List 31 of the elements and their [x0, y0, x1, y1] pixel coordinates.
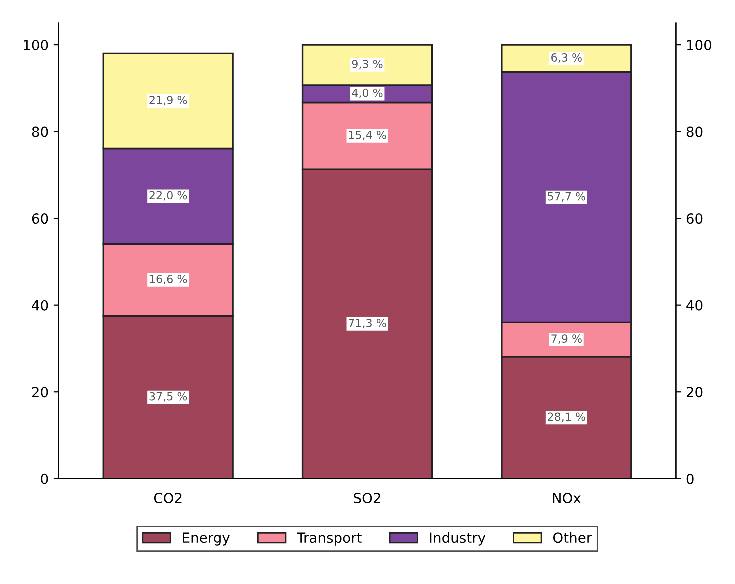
- y-tick-label: 60: [32, 214, 48, 224]
- y-tick-label: 80: [32, 126, 48, 138]
- data-label: 9,3 %: [352, 60, 383, 70]
- y2-tick-label: 60: [686, 214, 703, 224]
- data-label: 15,4 %: [349, 130, 386, 141]
- data-label: 28,1 %: [548, 412, 586, 422]
- data-label: 6,3 %: [552, 54, 582, 64]
- data-label: 16,6 %: [150, 275, 188, 285]
- data-label: 4,0 %: [352, 88, 383, 98]
- y2-tick-label: 80: [686, 126, 703, 138]
- legend-label: Energy: [183, 532, 230, 546]
- x-tick-label: CO2: [154, 493, 182, 504]
- y-tick-label: 20: [32, 387, 48, 398]
- y2-tick-label: 100: [687, 40, 712, 51]
- legend-label: Industry: [430, 532, 486, 546]
- x-tick-label: NOx: [553, 493, 581, 504]
- y2-tick-label: 40: [686, 300, 703, 311]
- y2-tick-label: 20: [686, 387, 703, 398]
- data-label: 71,3 %: [348, 319, 386, 329]
- y-tick-label: 40: [32, 300, 48, 311]
- data-label: 21,9 %: [150, 96, 188, 106]
- y-tick-label: 100: [24, 40, 48, 51]
- data-label: 22,0 %: [150, 191, 188, 201]
- legend-label: Other: [553, 532, 592, 544]
- data-label: 7,9 %: [552, 334, 582, 344]
- data-label: 37,5 %: [150, 392, 188, 402]
- y-tick-label: 0: [41, 474, 48, 484]
- data-label: 57,7 %: [548, 192, 586, 202]
- legend-label: Transport: [297, 532, 362, 546]
- y2-tick-label: 0: [686, 474, 694, 484]
- x-tick-label: SO2: [354, 493, 380, 504]
